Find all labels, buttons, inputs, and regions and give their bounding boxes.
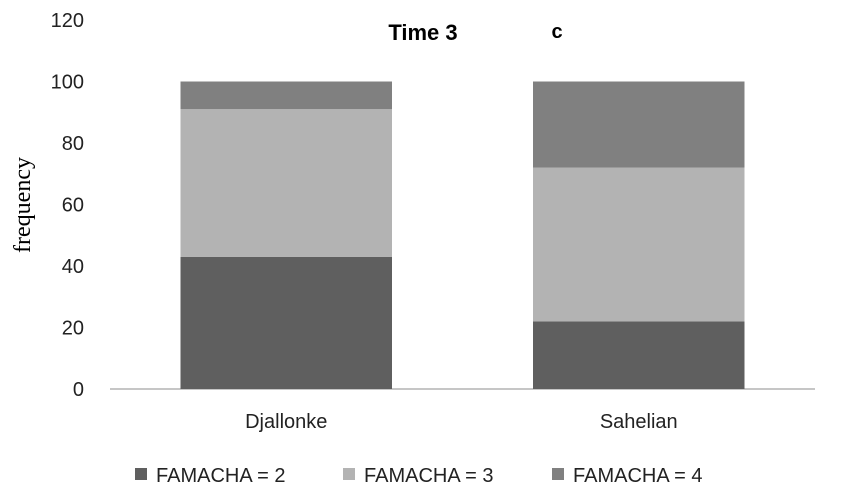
- legend-swatch: [552, 468, 564, 480]
- x-category-label: Sahelian: [600, 411, 678, 433]
- legend-swatch: [135, 468, 147, 480]
- y-tick-label: 20: [62, 318, 84, 340]
- bar-segment: [180, 256, 392, 389]
- x-category-label: Djallonke: [245, 411, 327, 433]
- y-tick-label: 40: [62, 256, 84, 278]
- legend-label: FAMACHA = 4: [573, 465, 703, 487]
- chart-title: Time 3: [388, 20, 457, 45]
- bar-segment: [533, 167, 745, 322]
- bars: [180, 81, 745, 389]
- bar-segment: [533, 81, 745, 168]
- y-tick-label: 100: [51, 72, 84, 94]
- panel-label: c: [551, 21, 562, 43]
- bar-segment: [533, 321, 745, 389]
- legend-swatch: [343, 468, 355, 480]
- legend-label: FAMACHA = 3: [364, 465, 494, 487]
- y-tick-label: 80: [62, 133, 84, 155]
- legend: FAMACHA = 2 FAMACHA = 3 FAMACHA = 4: [135, 465, 703, 487]
- x-axis-categories: Djallonke Sahelian: [245, 411, 678, 433]
- legend-label: FAMACHA = 2: [156, 465, 286, 487]
- y-axis-ticks: 0 20 40 60 80 100 120: [51, 10, 84, 401]
- bar-segment: [180, 81, 392, 110]
- y-tick-label: 120: [51, 10, 84, 32]
- bar-segment: [180, 109, 392, 257]
- y-tick-label: 60: [62, 195, 84, 217]
- y-axis-label: frequency: [10, 157, 36, 253]
- y-tick-label: 0: [73, 379, 84, 401]
